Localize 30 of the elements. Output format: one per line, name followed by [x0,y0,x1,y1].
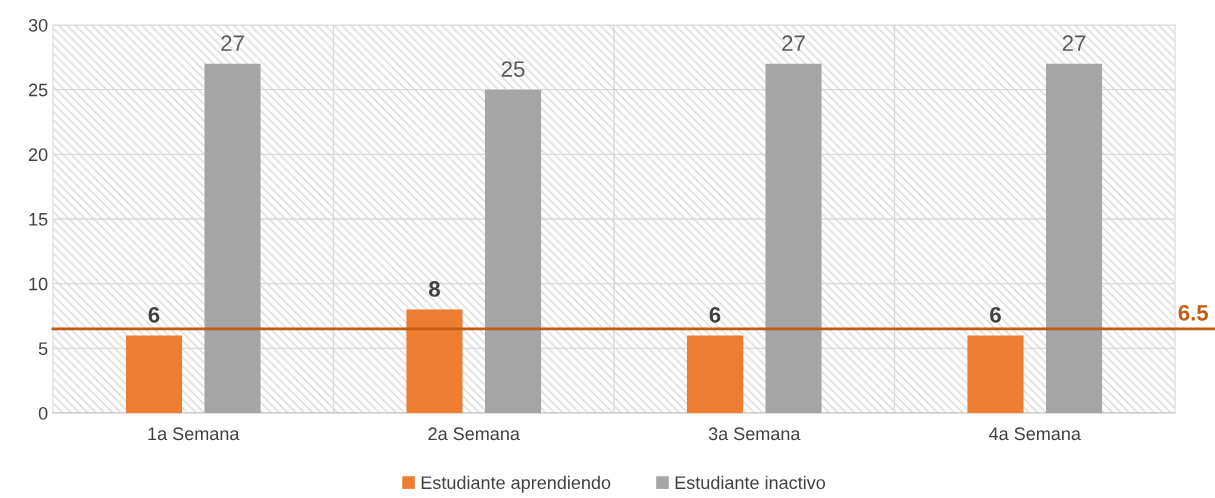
legend-label: Estudiante aprendiendo [421,475,611,493]
y-tick-label: 30 [28,18,48,32]
data-label: 27 [221,35,244,51]
data-label: 27 [782,35,805,51]
bar [204,63,261,413]
data-label: 6 [709,306,721,323]
x-tick-label: 3a Semana [708,427,801,441]
data-label: 27 [1062,35,1086,51]
bar [967,335,1024,413]
y-tick-label: 0 [38,406,48,420]
bar [686,335,744,413]
data-label: 8 [429,281,440,297]
data-label: 6 [990,306,1001,323]
ref-line-label: 6.5 [1178,304,1209,321]
legend-label: Estudiante inactivo [675,475,826,490]
x-tick-label: 1a Semana [148,427,240,441]
x-tick-label: 2a Semana [428,427,520,441]
bar [125,335,183,413]
bar [406,309,463,413]
data-label: 6 [148,306,160,323]
y-tick-label: 20 [28,148,48,162]
y-tick-label: 15 [29,213,48,226]
y-tick-label: 25 [28,83,48,97]
bar [1045,63,1103,413]
bar [484,89,542,413]
bar [765,63,822,413]
y-tick-label: 10 [29,277,48,291]
data-label: 25 [501,61,525,77]
y-tick-label: 5 [38,342,48,356]
x-tick-label: 4a Semana [988,427,1081,441]
